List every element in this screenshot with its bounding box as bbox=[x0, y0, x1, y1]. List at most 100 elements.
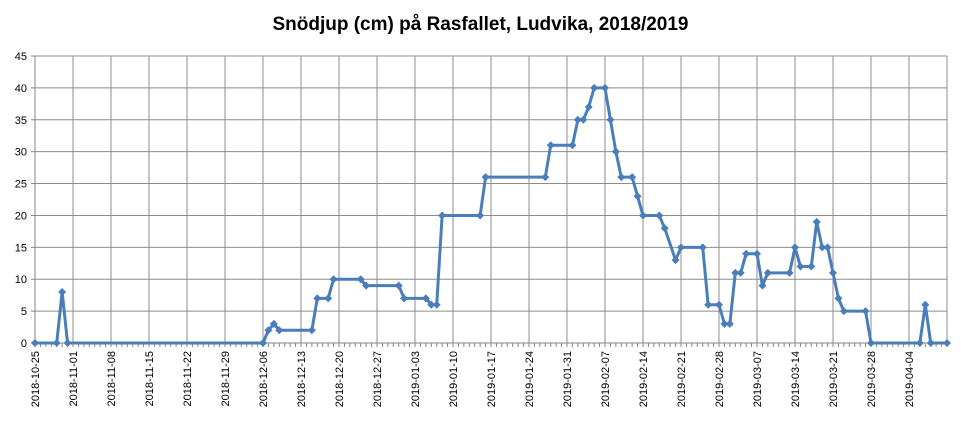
data-point bbox=[791, 243, 799, 252]
data-point bbox=[660, 224, 669, 233]
data-point bbox=[269, 319, 278, 328]
x-tick-label: 2018-11-22 bbox=[182, 351, 194, 406]
y-tick-label: 10 bbox=[15, 274, 27, 286]
data-point bbox=[264, 326, 273, 335]
data-point bbox=[329, 275, 338, 284]
data-point bbox=[356, 275, 365, 284]
axes bbox=[31, 55, 948, 347]
x-tick-label: 2018-11-15 bbox=[144, 351, 156, 406]
data-point bbox=[915, 339, 924, 347]
data-point bbox=[617, 173, 626, 182]
x-tick-label: 2019-02-07 bbox=[600, 351, 612, 407]
data-point bbox=[427, 300, 436, 309]
data-point bbox=[628, 173, 637, 182]
data-point bbox=[590, 83, 599, 92]
data-point bbox=[579, 115, 588, 124]
data-point bbox=[275, 326, 284, 335]
data-point bbox=[58, 287, 67, 296]
y-tick-label: 15 bbox=[15, 242, 27, 254]
x-tick-label: 2018-11-08 bbox=[106, 351, 118, 406]
data-point bbox=[573, 115, 582, 124]
data-point bbox=[736, 268, 745, 277]
data-point bbox=[861, 307, 870, 316]
y-tick-label: 5 bbox=[21, 306, 27, 318]
x-tick-label: 2019-03-21 bbox=[828, 351, 840, 407]
marker-layer bbox=[31, 83, 951, 347]
data-point bbox=[307, 326, 316, 335]
data-point bbox=[313, 294, 322, 303]
data-point bbox=[731, 268, 740, 277]
data-point bbox=[541, 173, 550, 182]
data-point bbox=[758, 281, 767, 290]
data-point bbox=[704, 300, 713, 309]
data-point bbox=[400, 294, 409, 303]
data-point bbox=[829, 268, 837, 277]
x-tick-label: 2019-01-31 bbox=[562, 351, 574, 407]
x-tick-label: 2018-12-27 bbox=[372, 351, 384, 407]
x-tick-label: 2019-01-17 bbox=[486, 351, 498, 407]
data-point bbox=[584, 103, 593, 112]
x-tick-label: 2018-11-29 bbox=[220, 351, 232, 406]
data-point bbox=[611, 147, 620, 156]
y-tick-label: 0 bbox=[21, 338, 27, 350]
data-point bbox=[31, 339, 39, 347]
data-point bbox=[432, 300, 441, 309]
data-point bbox=[677, 243, 685, 252]
data-point bbox=[753, 249, 761, 258]
data-point bbox=[476, 211, 485, 220]
data-point bbox=[438, 211, 447, 220]
data-point bbox=[807, 262, 816, 271]
data-point bbox=[568, 141, 577, 150]
data-point bbox=[606, 115, 615, 124]
y-tick-labels: 0 5 10 15 20 25 30 35 40 45 bbox=[15, 51, 27, 350]
x-tick-label: 2019-01-03 bbox=[410, 351, 422, 407]
data-point bbox=[742, 249, 751, 258]
data-point bbox=[785, 268, 794, 277]
data-point bbox=[943, 339, 951, 347]
x-tick-label: 2018-10-25 bbox=[30, 351, 42, 407]
x-tick-label: 2019-01-24 bbox=[524, 351, 536, 407]
x-tick-label: 2019-04-04 bbox=[904, 351, 916, 407]
data-point bbox=[362, 281, 371, 290]
data-point bbox=[921, 300, 930, 309]
y-tick-label: 30 bbox=[15, 147, 27, 159]
chart-title: Snödjup (cm) på Rasfallet, Ludvika, 2018… bbox=[272, 14, 689, 35]
grid bbox=[35, 55, 948, 343]
data-point bbox=[421, 294, 430, 303]
data-point bbox=[63, 339, 72, 347]
data-point bbox=[52, 339, 61, 347]
data-point bbox=[823, 243, 832, 252]
data-point bbox=[324, 294, 333, 303]
data-point bbox=[655, 211, 664, 220]
x-tick-label: 2019-01-10 bbox=[448, 351, 460, 407]
x-tick-label: 2019-02-21 bbox=[676, 351, 688, 407]
x-tick-label: 2018-11-01 bbox=[68, 351, 80, 406]
data-point bbox=[639, 211, 647, 220]
data-point bbox=[481, 173, 490, 182]
x-tick-labels: 2018-10-25 2018-11-01 2018-11-08 2018-11-15… bbox=[30, 351, 916, 407]
data-point bbox=[867, 339, 875, 347]
data-point bbox=[259, 339, 267, 347]
data-point bbox=[812, 217, 821, 226]
x-tick-label: 2019-03-14 bbox=[790, 351, 802, 407]
data-point bbox=[394, 281, 403, 290]
y-tick-label: 40 bbox=[15, 83, 27, 95]
y-tick-label: 25 bbox=[15, 179, 27, 191]
x-tick-label: 2019-02-28 bbox=[714, 351, 726, 407]
x-tick-label: 2019-03-28 bbox=[866, 351, 878, 407]
data-point bbox=[763, 268, 772, 277]
data-point bbox=[796, 262, 805, 271]
x-tick-label: 2019-02-14 bbox=[638, 351, 650, 407]
data-point bbox=[834, 294, 843, 303]
data-point bbox=[818, 243, 827, 252]
data-point bbox=[720, 319, 729, 328]
x-tick-label: 2018-12-20 bbox=[334, 351, 346, 407]
data-point bbox=[839, 307, 848, 316]
data-point bbox=[546, 141, 555, 150]
data-point bbox=[601, 83, 609, 92]
data-point bbox=[698, 243, 707, 252]
y-tick-label: 20 bbox=[15, 210, 27, 222]
y-tick-label: 45 bbox=[15, 51, 27, 63]
